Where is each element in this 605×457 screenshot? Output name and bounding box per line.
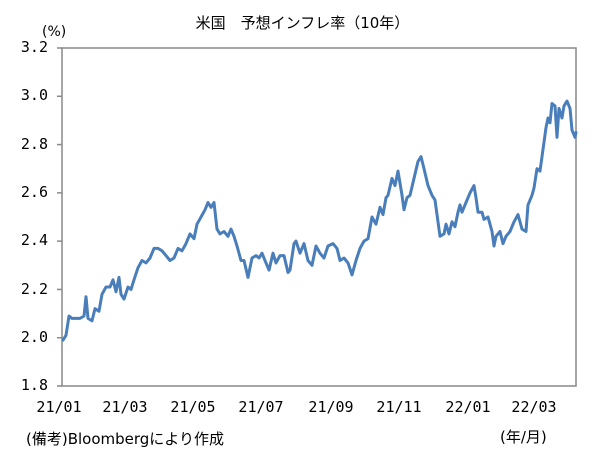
x-tick: 21/03: [102, 398, 148, 416]
y-tick: 1.8: [20, 376, 48, 394]
y-tick: 2.6: [20, 183, 48, 201]
y-tick: 2.8: [20, 135, 48, 153]
x-axis-unit: (年/月): [500, 428, 547, 446]
y-tick: 3.2: [20, 38, 48, 56]
y-tick: 2.2: [20, 280, 48, 298]
x-tick: 21/07: [238, 398, 284, 416]
chart-title: 米国 予想インフレ率（10年）: [195, 14, 410, 32]
x-tick: 21/09: [308, 398, 354, 416]
x-tick: 22/03: [511, 398, 557, 416]
inflation-expectation-line: [61, 99, 578, 342]
x-tick: 21/05: [170, 398, 216, 416]
x-tick: 22/01: [445, 398, 491, 416]
source-note: (備考)Bloombergにより作成: [26, 430, 225, 448]
y-tick: 3.0: [20, 86, 48, 104]
y-tick: 2.4: [20, 231, 48, 249]
y-axis-unit: (%): [42, 24, 67, 40]
y-tick-marks: [57, 47, 62, 387]
x-tick: 21/11: [376, 398, 422, 416]
plot-frame: [61, 47, 577, 387]
y-tick: 2.0: [20, 328, 48, 346]
x-tick: 21/01: [36, 398, 82, 416]
